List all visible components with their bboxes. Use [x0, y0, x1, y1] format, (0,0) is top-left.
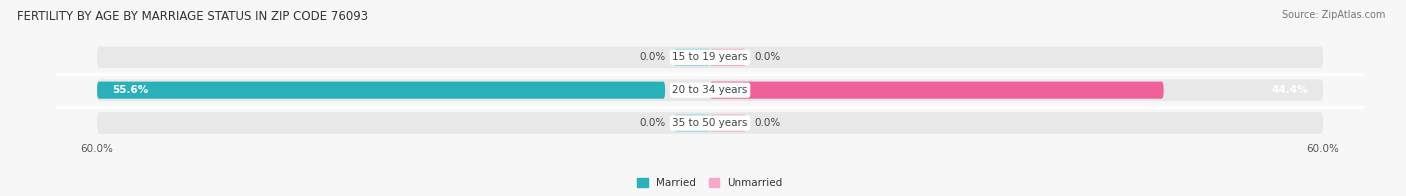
FancyBboxPatch shape [97, 79, 1323, 101]
FancyBboxPatch shape [97, 82, 665, 99]
FancyBboxPatch shape [97, 112, 1323, 134]
Text: Source: ZipAtlas.com: Source: ZipAtlas.com [1281, 10, 1385, 20]
Text: 15 to 19 years: 15 to 19 years [672, 52, 748, 62]
Text: 35 to 50 years: 35 to 50 years [672, 118, 748, 128]
Text: 44.4%: 44.4% [1271, 85, 1308, 95]
Text: 0.0%: 0.0% [640, 118, 666, 128]
Text: 20 to 34 years: 20 to 34 years [672, 85, 748, 95]
Text: FERTILITY BY AGE BY MARRIAGE STATUS IN ZIP CODE 76093: FERTILITY BY AGE BY MARRIAGE STATUS IN Z… [17, 10, 368, 23]
FancyBboxPatch shape [710, 82, 1164, 99]
Text: 0.0%: 0.0% [754, 52, 780, 62]
Text: 0.0%: 0.0% [754, 118, 780, 128]
FancyBboxPatch shape [675, 114, 710, 132]
Legend: Married, Unmarried: Married, Unmarried [633, 174, 787, 192]
FancyBboxPatch shape [710, 114, 745, 132]
Text: 0.0%: 0.0% [640, 52, 666, 62]
FancyBboxPatch shape [97, 46, 1323, 68]
FancyBboxPatch shape [675, 49, 710, 66]
Text: 55.6%: 55.6% [112, 85, 149, 95]
FancyBboxPatch shape [710, 49, 745, 66]
